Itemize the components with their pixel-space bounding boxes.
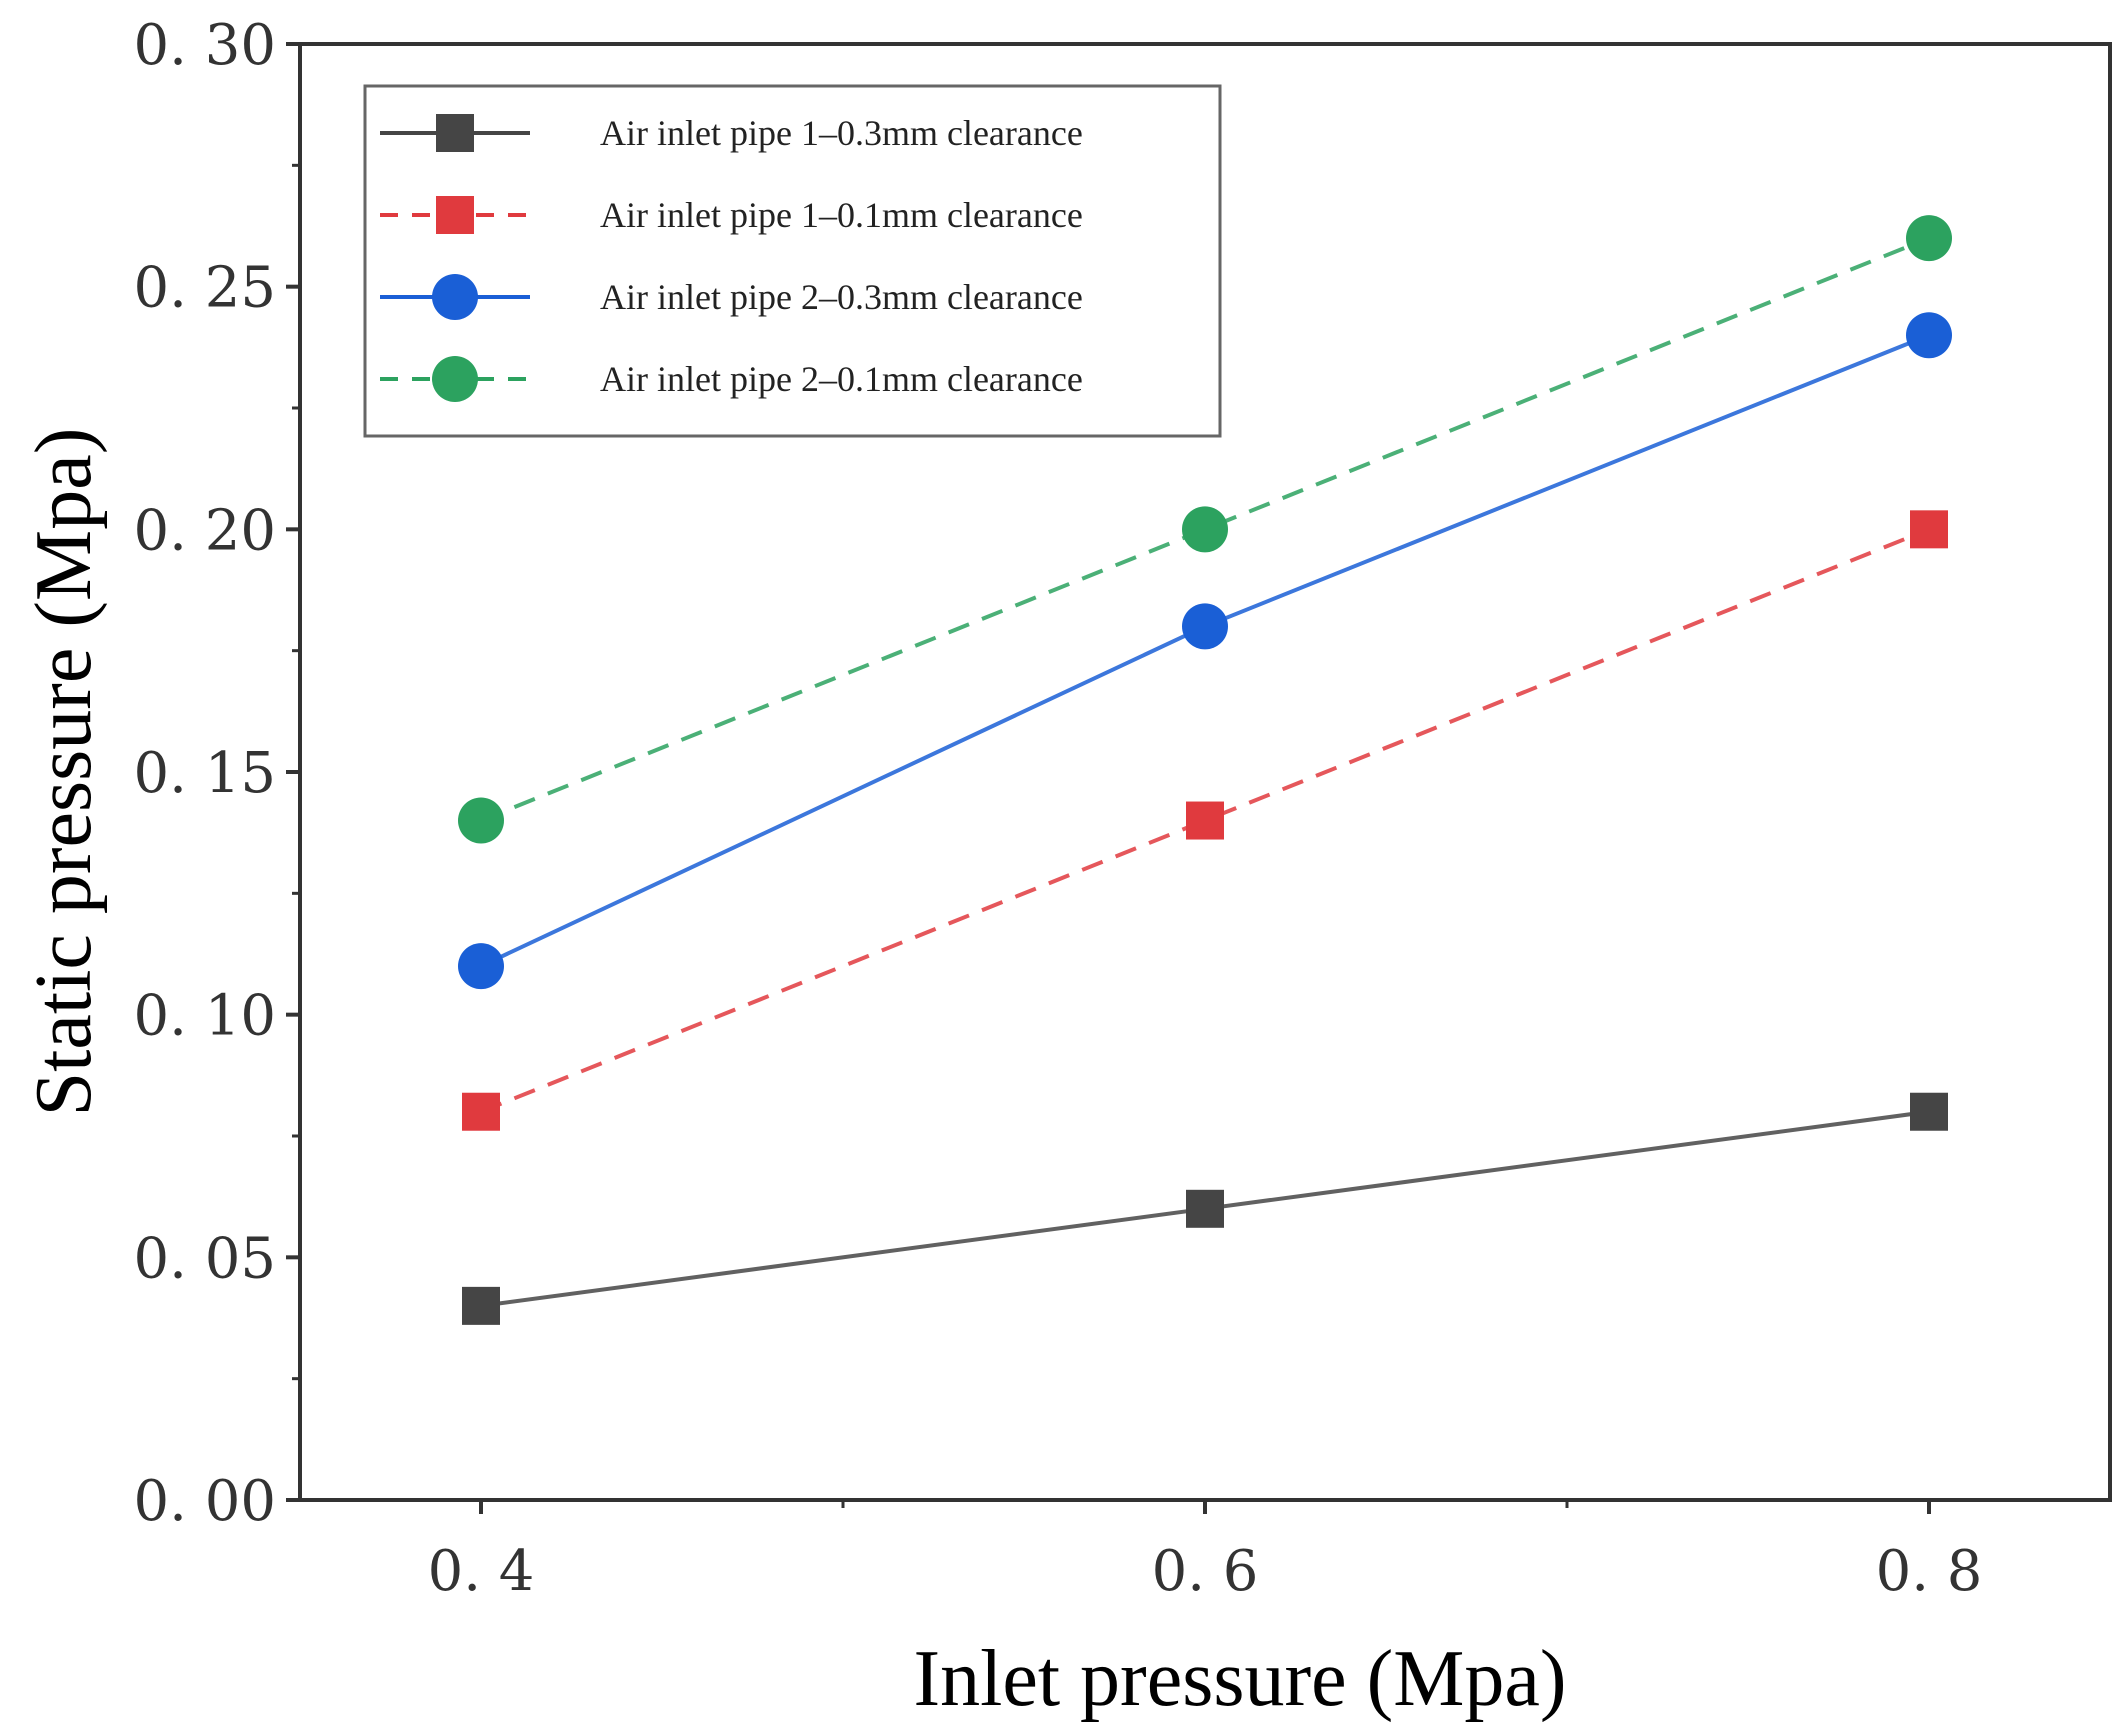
y-tick-label: 0. 05 xyxy=(134,1226,277,1291)
legend-marker xyxy=(432,274,478,320)
x-tick-label: 0. 8 xyxy=(1876,1539,1983,1604)
series-2 xyxy=(462,510,1948,1131)
data-point xyxy=(1182,603,1228,650)
data-point xyxy=(458,943,504,990)
legend-label: Air inlet pipe 2–0.1mm clearance xyxy=(600,359,1083,399)
series-line xyxy=(480,236,1930,823)
y-tick-label: 0. 15 xyxy=(134,741,277,806)
y-tick-label: 0. 30 xyxy=(134,13,277,78)
series-1 xyxy=(462,1092,1948,1325)
legend-marker xyxy=(436,114,474,152)
y-tick-label: 0. 10 xyxy=(134,984,277,1049)
x-tick-label: 0. 6 xyxy=(1152,1539,1259,1604)
data-point xyxy=(462,1092,500,1131)
legend: Air inlet pipe 1–0.3mm clearance Air inle… xyxy=(363,84,1222,438)
series-layer xyxy=(458,215,1952,1325)
series-line xyxy=(480,527,1930,1114)
y-axis: 0. 00 0. 05 0. 10 0. 15 0. 20 0. 25 0. 30 xyxy=(134,13,300,1534)
legend-label: Air inlet pipe 1–0.1mm clearance xyxy=(600,195,1083,235)
y-tick-label: 0. 20 xyxy=(134,498,277,563)
data-point xyxy=(1906,312,1952,359)
legend-label: Air inlet pipe 1–0.3mm clearance xyxy=(600,113,1083,153)
series-3 xyxy=(458,312,1952,990)
data-point xyxy=(1186,1189,1224,1228)
data-point xyxy=(458,797,504,844)
y-axis-title: Static pressure (Mpa) xyxy=(20,428,108,1117)
data-point xyxy=(1186,801,1224,840)
data-point xyxy=(1182,506,1228,553)
legend-marker xyxy=(436,196,474,234)
data-point xyxy=(1910,1092,1948,1131)
legend-box xyxy=(363,84,1222,438)
x-axis: 0. 4 0. 6 0. 8 xyxy=(428,1500,1983,1604)
y-tick-label: 0. 25 xyxy=(134,256,277,321)
legend-marker xyxy=(432,356,478,402)
x-tick-label: 0. 4 xyxy=(428,1539,535,1604)
x-axis-title: Inlet pressure (Mpa) xyxy=(913,1635,1566,1723)
series-4 xyxy=(458,215,1952,844)
y-tick-label: 0. 00 xyxy=(134,1469,277,1534)
data-point xyxy=(1910,510,1948,549)
data-point xyxy=(462,1286,500,1325)
legend-label: Air inlet pipe 2–0.3mm clearance xyxy=(600,277,1083,317)
data-point xyxy=(1906,215,1952,262)
